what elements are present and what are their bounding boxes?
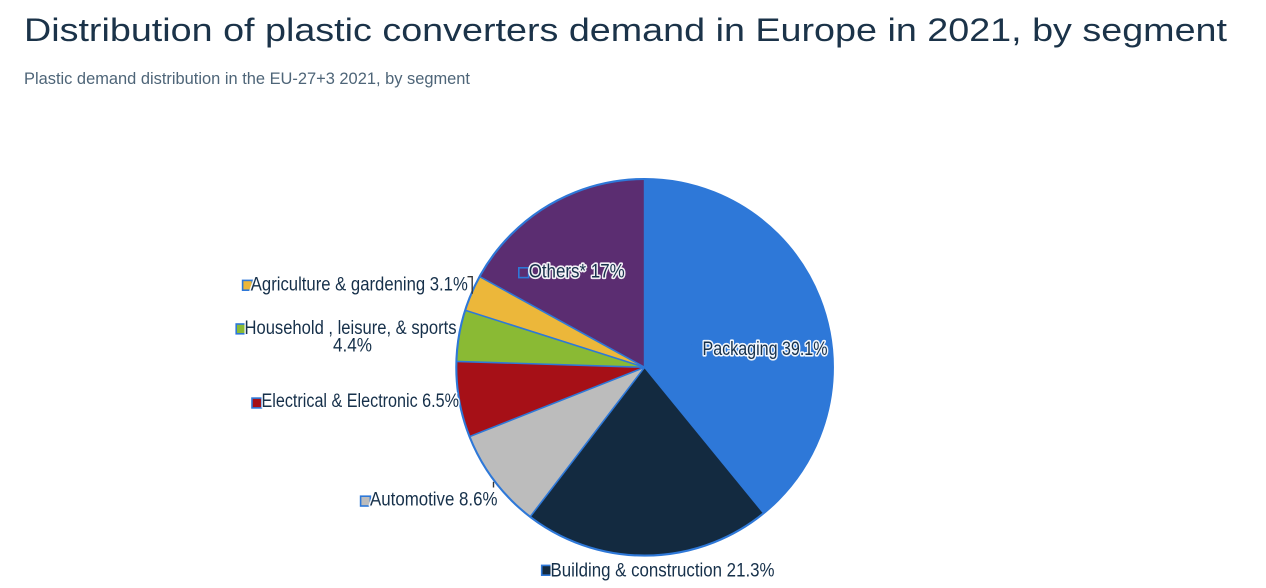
svg-text:Agriculture & gardening 3.1%: Agriculture & gardening 3.1% [251,274,468,295]
svg-text:Distribution of plastic conver: Distribution of plastic converters deman… [24,12,1227,48]
svg-text:Building & construction 21.3%: Building & construction 21.3% [551,560,775,581]
svg-text:Packaging 39.1%: Packaging 39.1% [703,339,828,360]
svg-text:Others* 17%: Others* 17% [529,262,625,283]
svg-text:Electrical & Electronic 6.5%: Electrical & Electronic 6.5% [262,391,460,412]
svg-text:Household , leisure, & sports: Household , leisure, & sports [245,318,457,339]
svg-text:4.4%: 4.4% [333,335,372,356]
svg-text:Plastic demand distribution in: Plastic demand distribution in the EU-27… [24,70,470,88]
svg-text:Automotive 8.6%: Automotive 8.6% [370,490,498,511]
